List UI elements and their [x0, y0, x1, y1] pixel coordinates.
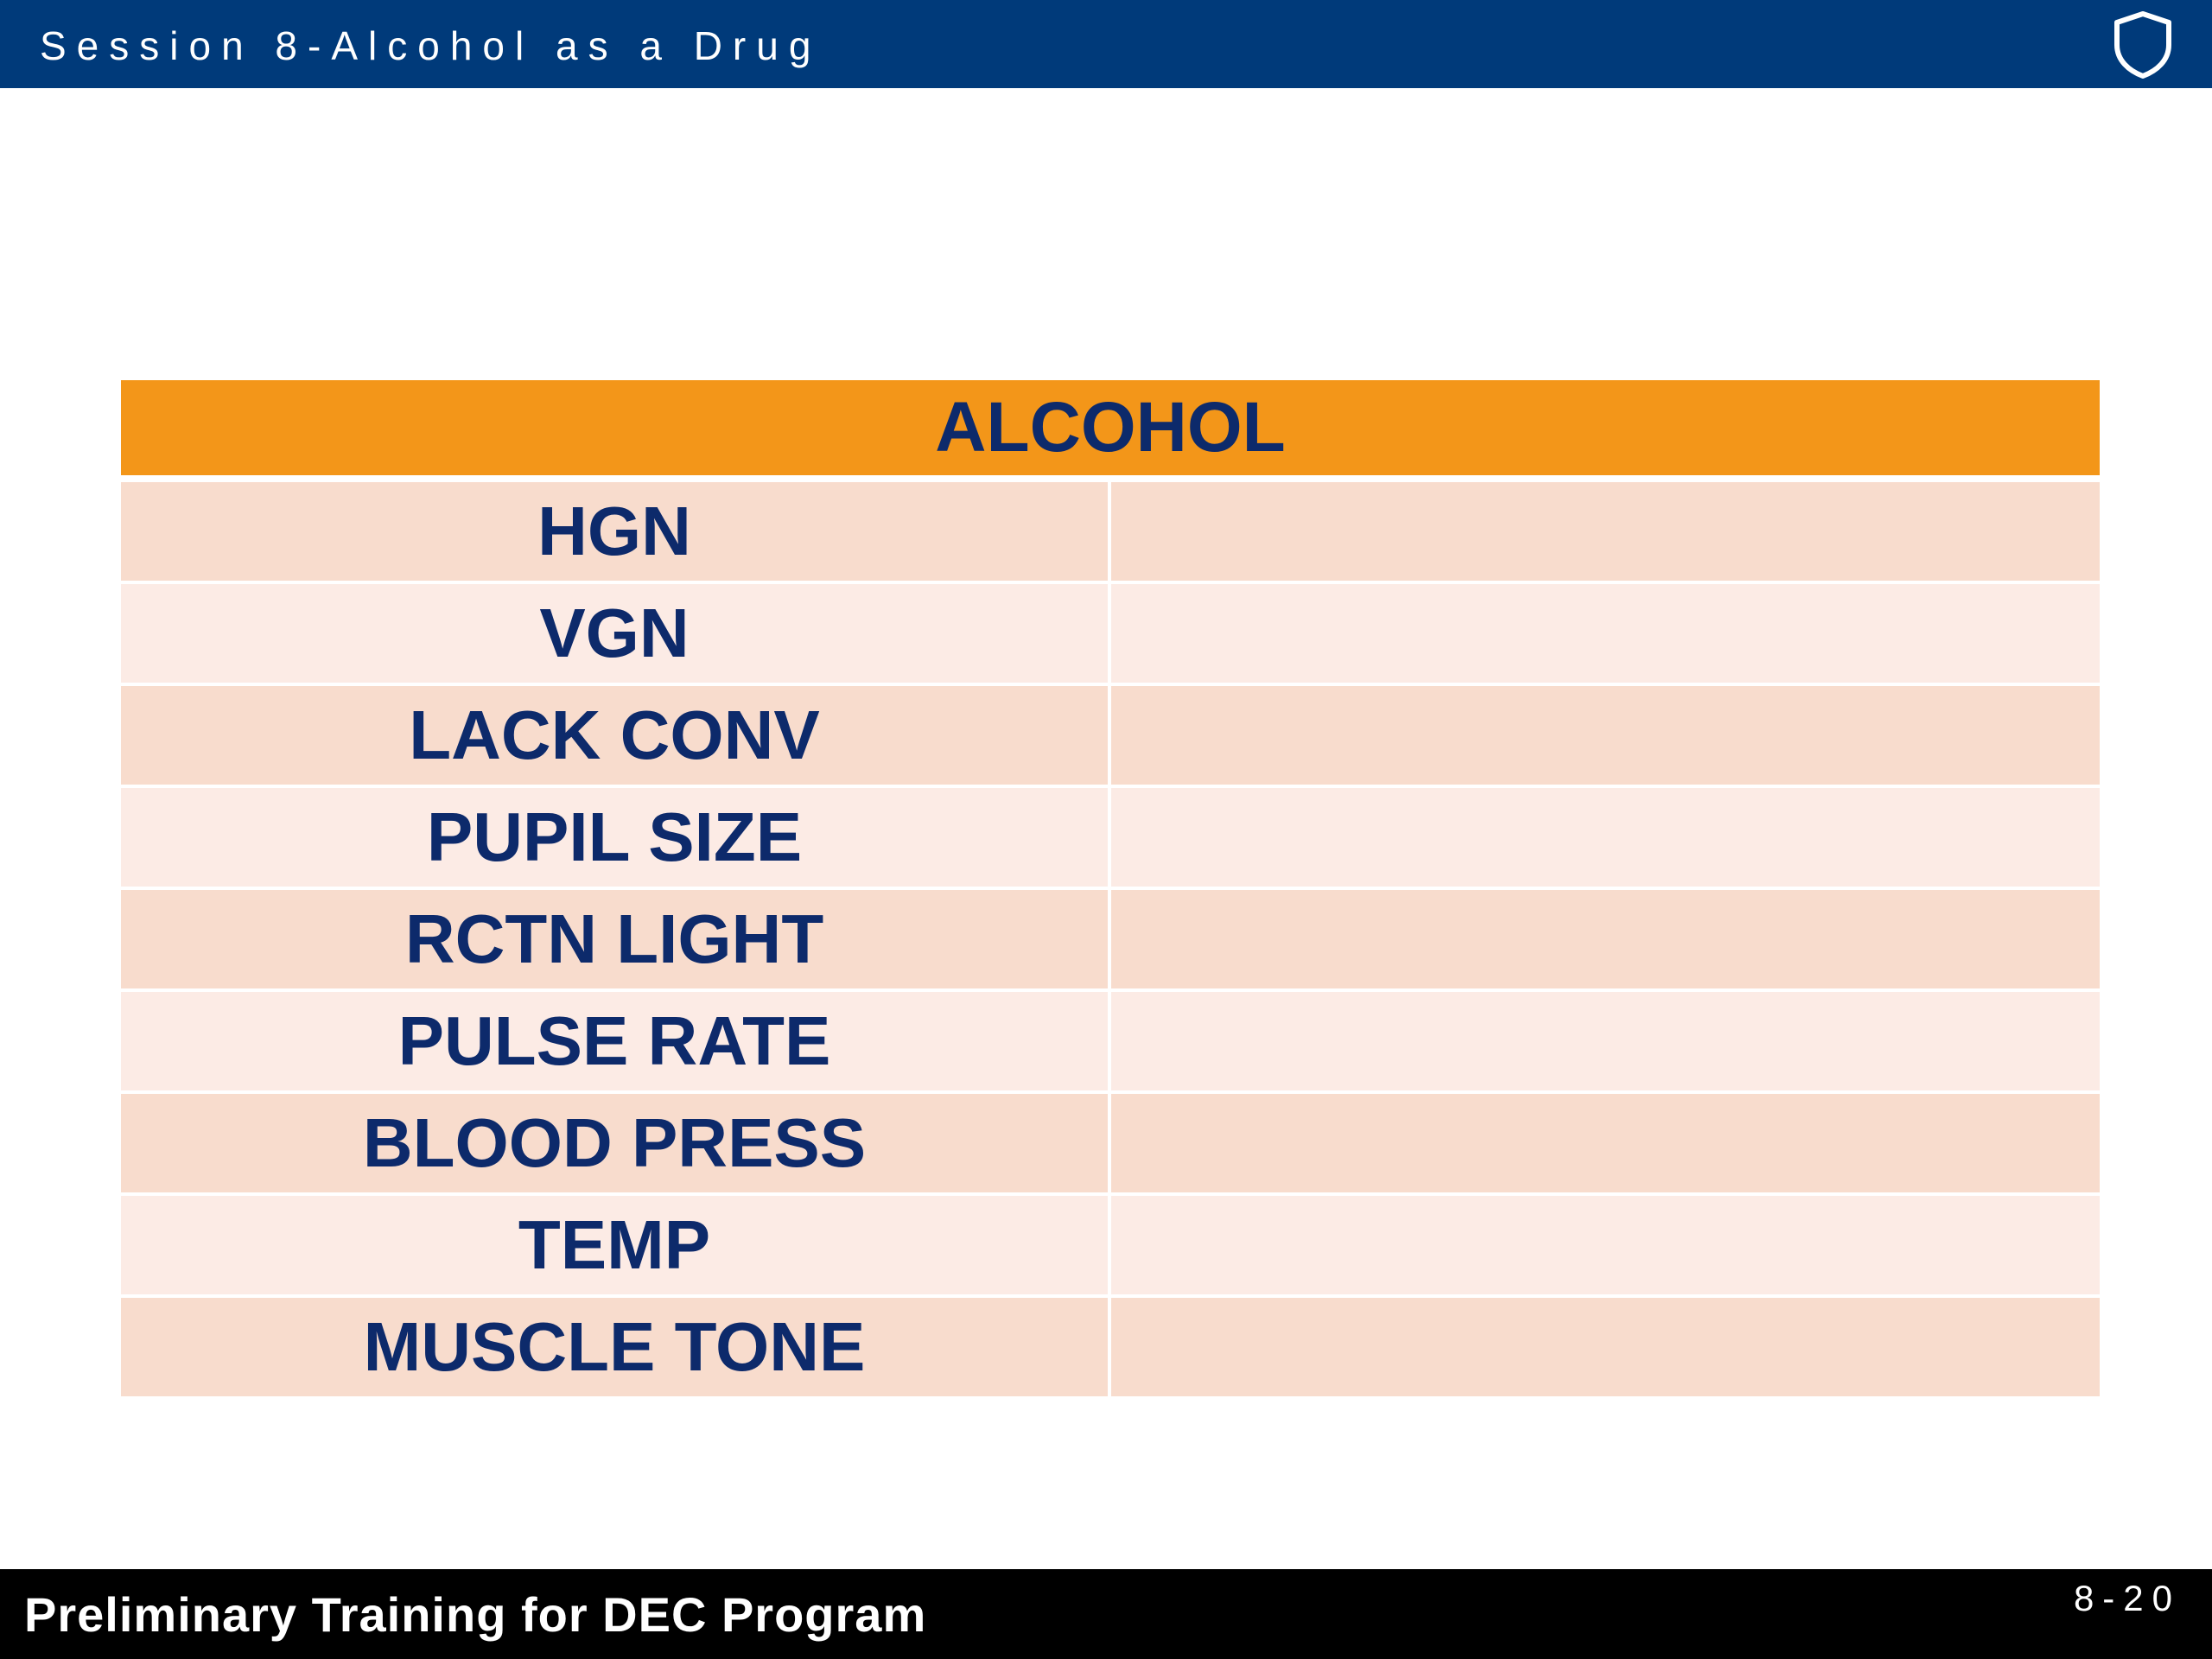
page-number: 8-20: [2073, 1578, 2181, 1618]
row-value: [1111, 584, 2100, 683]
session-title: Session 8-Alcohol as a Drug: [40, 23, 822, 68]
footer-title: Preliminary Training for DEC Program: [24, 1587, 927, 1642]
row-value: [1111, 1298, 2100, 1396]
row-label: RCTN LIGHT: [121, 890, 1108, 988]
shield-icon: [2114, 11, 2171, 79]
row-value: [1111, 1094, 2100, 1192]
row-value: [1111, 686, 2100, 785]
header-bar: Session 8-Alcohol as a Drug: [0, 0, 2212, 88]
row-value: [1111, 890, 2100, 988]
row-value: [1111, 482, 2100, 581]
row-label: MUSCLE TONE: [121, 1298, 1108, 1396]
row-value: [1111, 992, 2100, 1090]
table-row: PUPIL SIZE: [121, 788, 2100, 887]
row-label: LACK CONV: [121, 686, 1108, 785]
row-value: [1111, 1196, 2100, 1294]
table-row: MUSCLE TONE: [121, 1298, 2100, 1396]
table-row: RCTN LIGHT: [121, 890, 2100, 988]
table-row: BLOOD PRESS: [121, 1094, 2100, 1192]
row-label: PULSE RATE: [121, 992, 1108, 1090]
table-row: VGN: [121, 584, 2100, 683]
row-label: PUPIL SIZE: [121, 788, 1108, 887]
row-label: BLOOD PRESS: [121, 1094, 1108, 1192]
table-row: PULSE RATE: [121, 992, 2100, 1090]
table-row: HGN: [121, 482, 2100, 581]
row-label: TEMP: [121, 1196, 1108, 1294]
row-value: [1111, 788, 2100, 887]
table-row: LACK CONV: [121, 686, 2100, 785]
table-row: TEMP: [121, 1196, 2100, 1294]
row-label: HGN: [121, 482, 1108, 581]
footer-bar: [0, 1569, 2212, 1659]
row-label: VGN: [121, 584, 1108, 683]
table-title: ALCOHOL: [121, 380, 2100, 475]
alcohol-table: ALCOHOL HGN VGN LACK CONV PUPIL SIZE RCT…: [121, 380, 2100, 1400]
